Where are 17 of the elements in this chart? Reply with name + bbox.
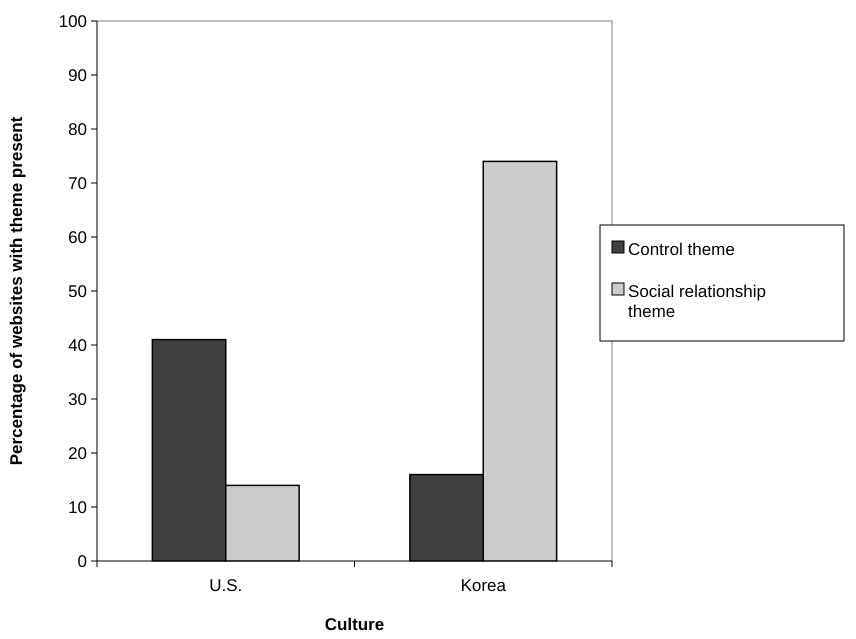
y-tick-label: 60 — [68, 228, 87, 247]
legend-label: Control theme — [628, 240, 735, 259]
y-tick-label: 30 — [68, 390, 87, 409]
y-tick-label: 10 — [68, 498, 87, 517]
y-tick-label: 80 — [68, 120, 87, 139]
y-tick-label: 100 — [58, 12, 87, 31]
y-axis-title: Percentage of websites with theme present — [7, 116, 26, 466]
y-tick-label: 20 — [68, 444, 87, 463]
y-tick-label: 70 — [68, 174, 87, 193]
x-tick-label: Korea — [460, 576, 506, 595]
y-tick-label: 0 — [78, 552, 87, 571]
y-tick-label: 40 — [68, 336, 87, 355]
x-axis-title: Culture — [324, 615, 384, 634]
y-tick-label: 90 — [68, 66, 87, 85]
x-tick-label: U.S. — [209, 576, 242, 595]
legend-label: Social relationship theme — [628, 282, 766, 321]
y-tick-label: 50 — [68, 282, 87, 301]
